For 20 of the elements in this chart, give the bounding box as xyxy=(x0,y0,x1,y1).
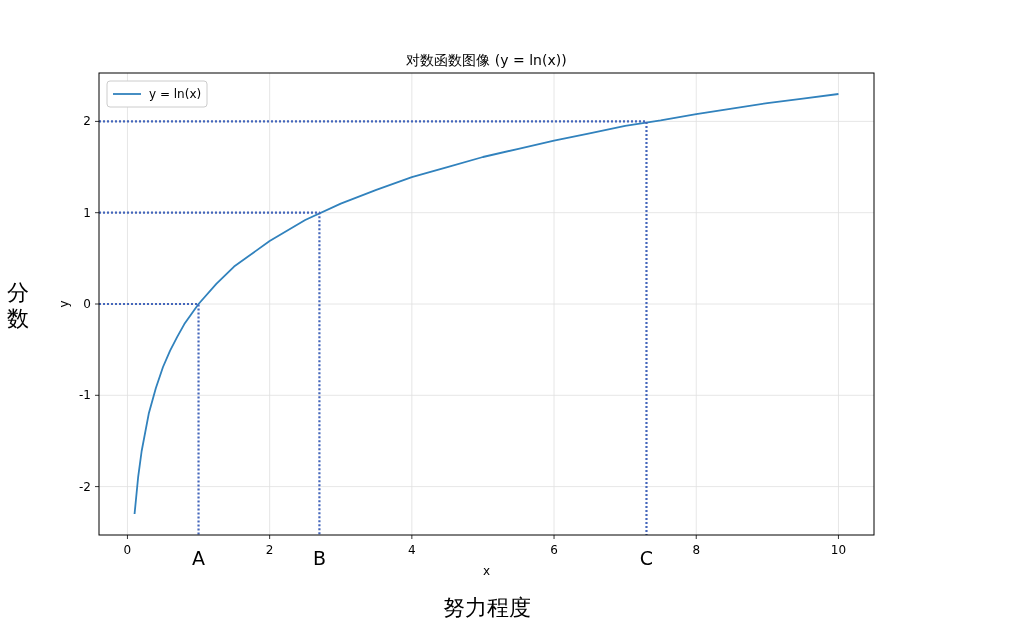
legend-label: y = ln(x) xyxy=(149,87,202,101)
y-tick-label: 0 xyxy=(83,297,91,311)
text: 努力程度 xyxy=(442,595,531,620)
y-tick-label: 1 xyxy=(83,205,91,220)
y-axis-title: y xyxy=(57,300,71,308)
annotation: B xyxy=(312,547,326,569)
chart-title: 对数函数图像 (y = ln(x)) xyxy=(406,52,567,68)
x-axis-title: x xyxy=(482,564,491,578)
x-tick-label: 10 xyxy=(830,543,847,557)
x-tick-label: 6 xyxy=(550,543,558,557)
y-tick-label: 2 xyxy=(83,114,91,129)
y-tick-label: -2 xyxy=(79,479,91,494)
y-tick-label: -1 xyxy=(79,388,91,403)
x-tick-label: 0 xyxy=(123,543,132,557)
annotation: A xyxy=(192,547,206,569)
x-tick-label: 2 xyxy=(265,543,274,557)
annotation: C xyxy=(639,547,654,569)
x-tick-label: 8 xyxy=(692,543,701,557)
x-tick-label: 4 xyxy=(408,543,416,557)
text: 分数 xyxy=(7,280,29,331)
